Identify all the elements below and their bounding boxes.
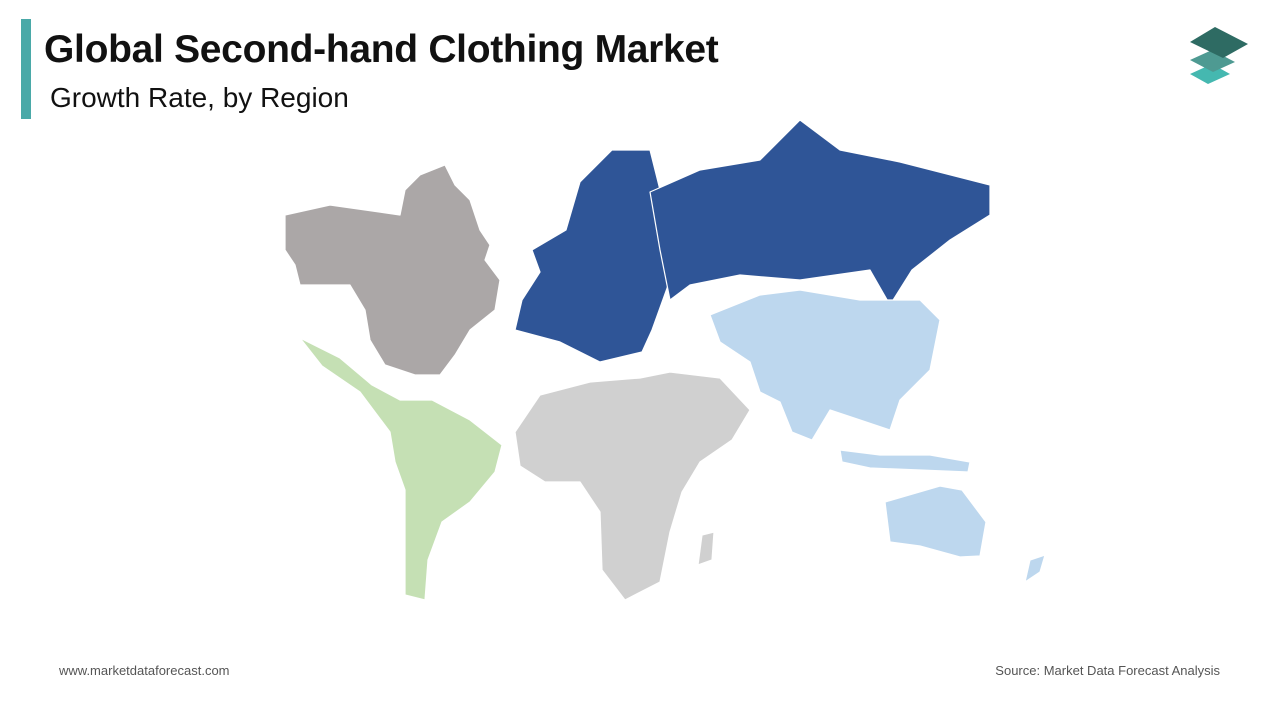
page-subtitle: Growth Rate, by Region [50,82,349,113]
region-shape [839,449,971,473]
region-middle-east-africa [514,371,751,601]
region-shape [649,119,991,306]
website-url: www.marketdataforecast.com [59,663,230,678]
region-shape [299,337,503,601]
region-shape [514,149,671,363]
region-shape [514,371,751,601]
region-shape [709,289,941,441]
page-title: Global Second-hand Clothing Market [44,28,719,71]
region-europe [514,119,991,363]
region-shape [1024,554,1046,583]
source-note: Source: Market Data Forecast Analysis [995,663,1220,678]
region-latin-america [299,337,503,601]
company-logo-icon [1190,27,1248,84]
region-asia-pacific [709,289,1046,583]
region-shape [697,531,715,566]
title-accent-bar [21,19,31,119]
region-shape [884,485,987,558]
region-north-america [284,164,501,376]
region-shape [284,164,501,376]
